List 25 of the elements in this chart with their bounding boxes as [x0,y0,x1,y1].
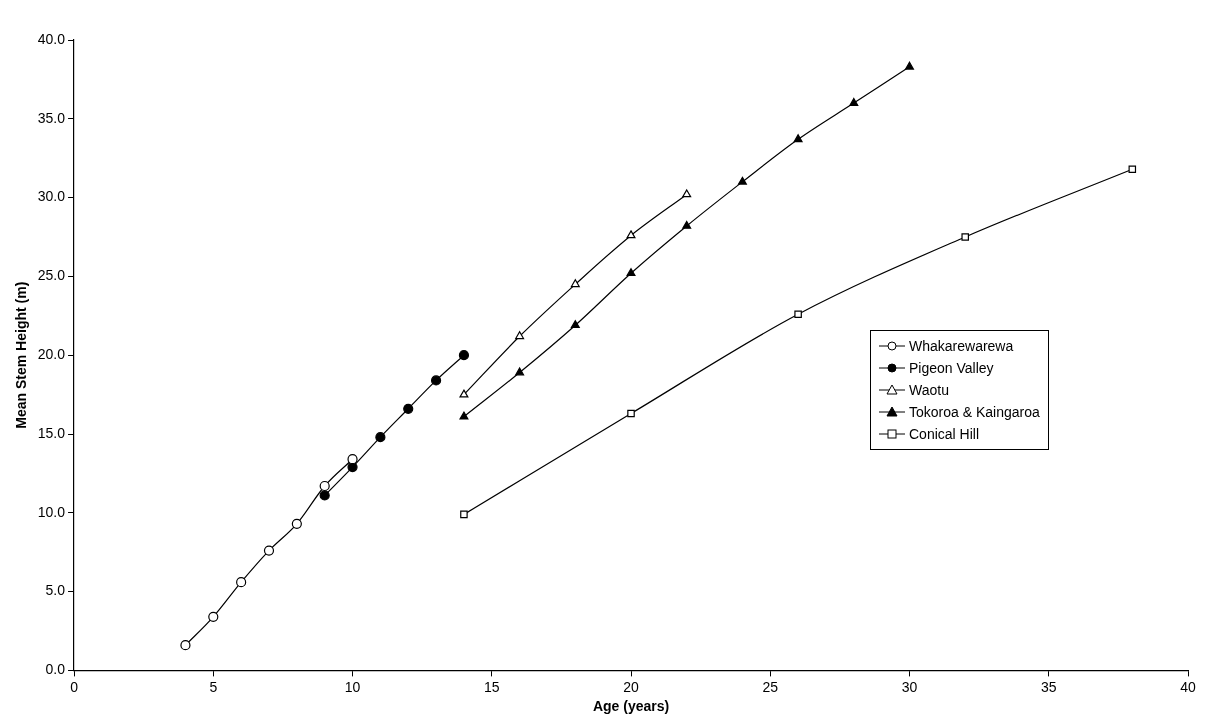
x-tick-label: 40 [1180,678,1196,695]
legend-label: Tokoroa & Kaingaroa [909,404,1040,420]
x-tick-label: 20 [623,678,640,695]
x-tick-label: 15 [483,678,500,695]
legend-label: Waotu [909,382,949,398]
legend-label: Pigeon Valley [909,360,994,376]
x-tick-label: 0 [70,678,79,695]
y-tick-label: 40.0 [37,30,66,47]
y-tick-label: 25.0 [37,267,66,284]
x-tick-label: 35 [1040,678,1057,695]
x-tick-label: 30 [901,678,918,695]
y-tick-label: 35.0 [37,109,66,126]
legend-label: Conical Hill [909,426,980,442]
y-tick-label: 15.0 [37,424,66,441]
y-tick-label: 5.0 [45,582,66,599]
x-tick-label: 10 [344,678,361,695]
y-tick-label: 30.0 [37,188,66,205]
legend-label: Whakarewarewa [909,338,1014,354]
y-tick-label: 10.0 [37,503,66,520]
y-tick-label: 20.0 [37,346,66,363]
x-axis-title: Age (years) [592,698,670,715]
x-tick-label: 25 [762,678,779,695]
y-tick-label: 0.0 [45,661,66,678]
y-axis-title: Mean Stem Height (m) [13,281,30,429]
x-tick-label: 5 [209,678,218,695]
